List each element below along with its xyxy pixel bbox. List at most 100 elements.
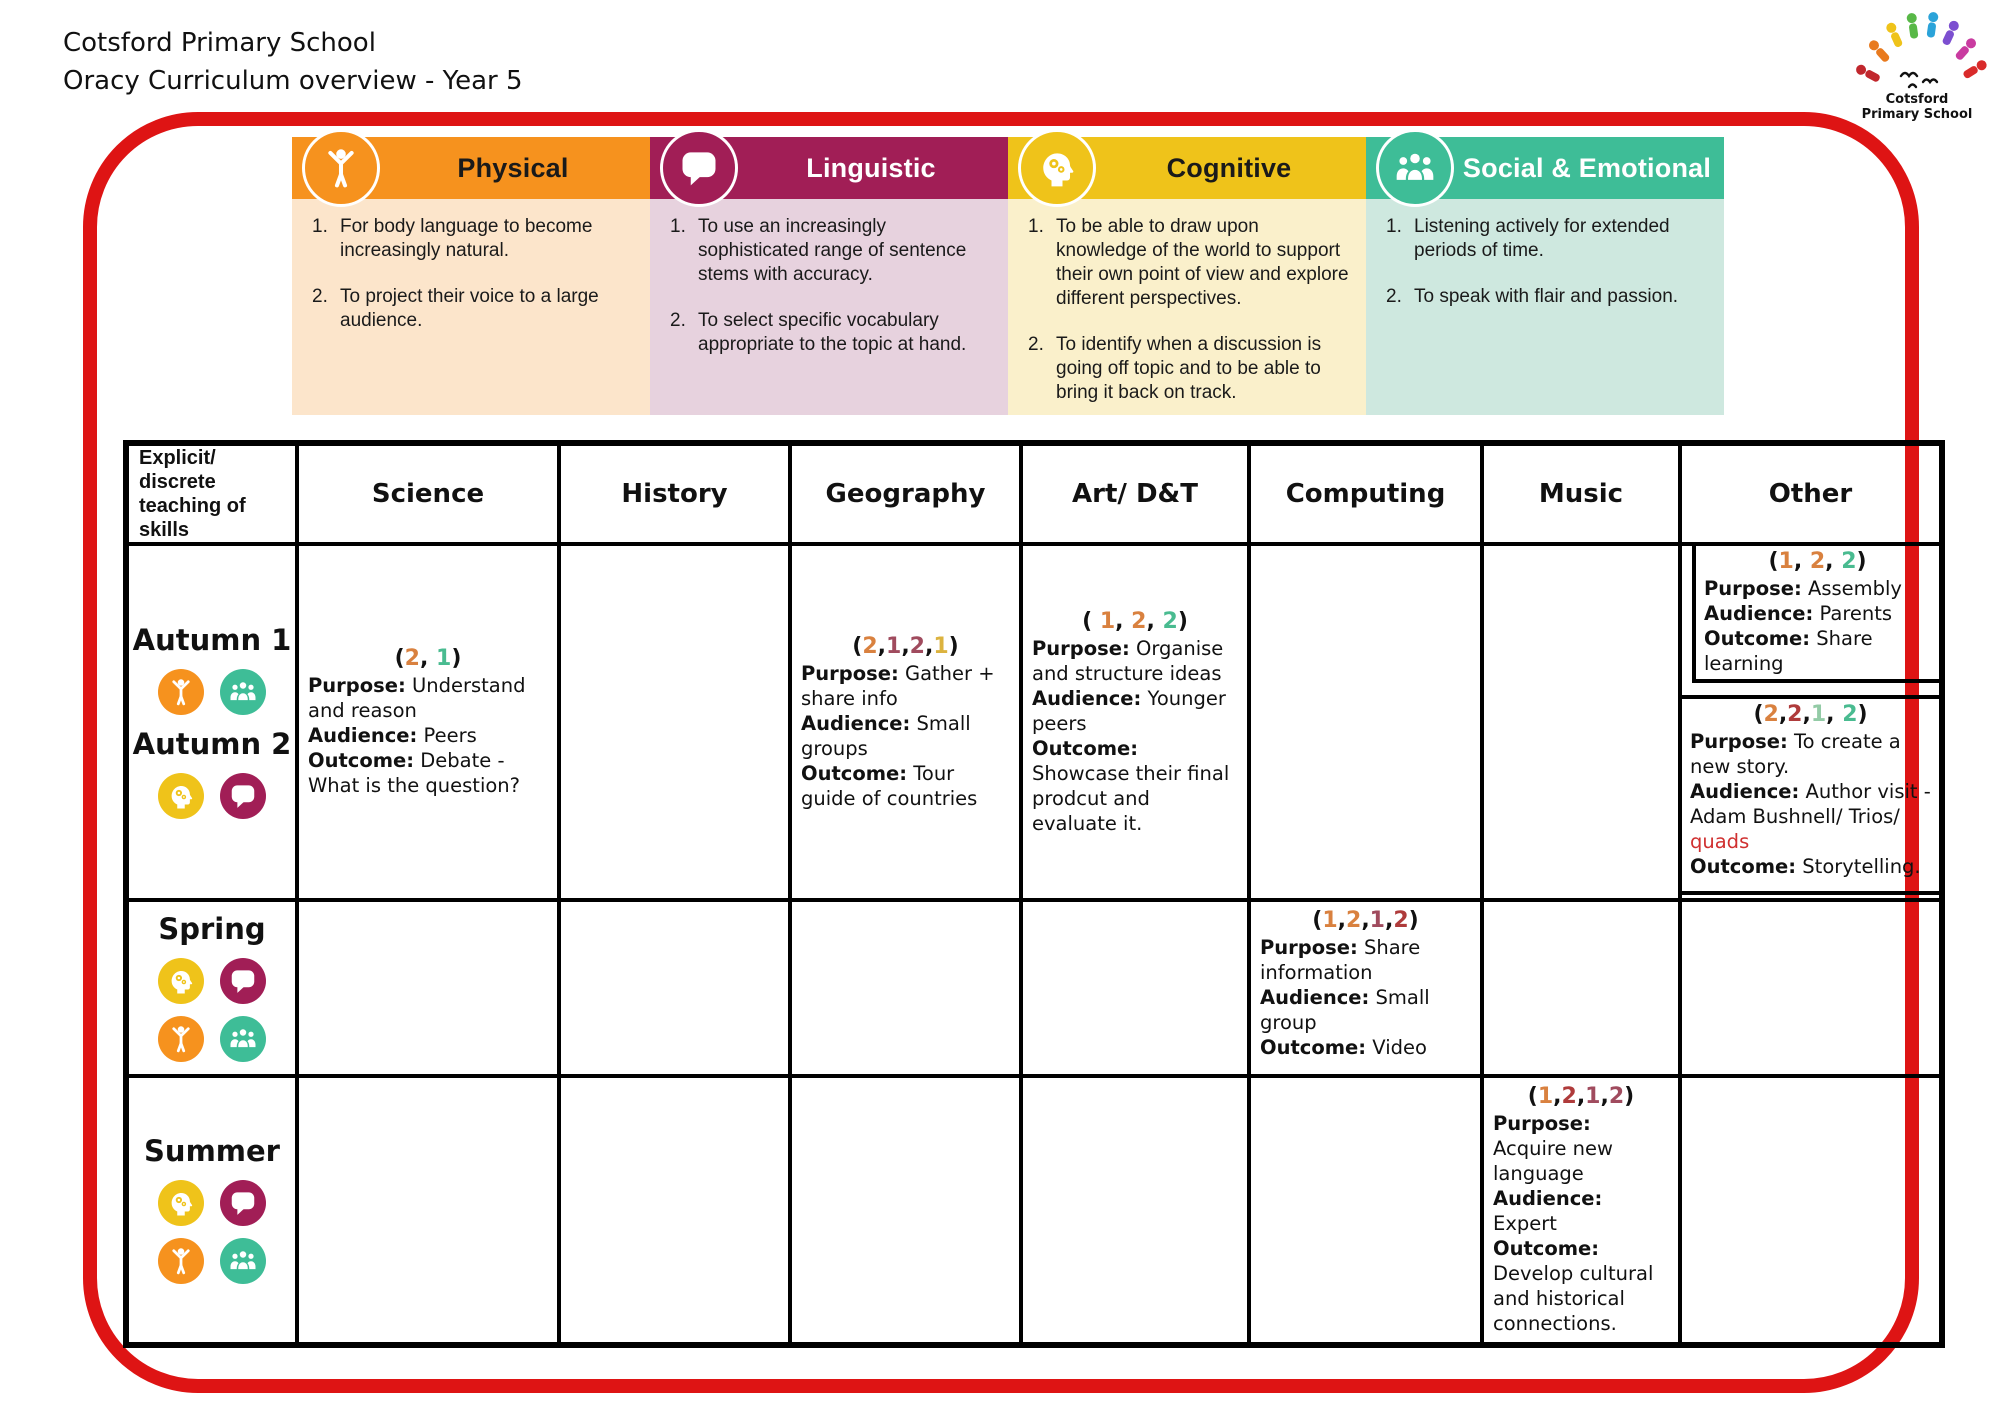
strand-objective: 1. For body language to become increasing… [304,215,634,263]
strand-header-cognitive: Cognitive [1008,129,1366,207]
text-segment: , [1826,702,1843,727]
text-segment: 1 [1537,1084,1554,1109]
strand-panels: Physical 1. For body language to become in… [292,129,1724,415]
cell-entry: Audience: Author visit - Adam Bushnell/ … [1690,779,1931,854]
text-segment: Audience: [1493,1187,1603,1210]
cell-entry: Audience: Expert [1493,1186,1669,1236]
text-segment: 2 [1561,1084,1577,1109]
column-header-history: History [557,441,792,546]
text-segment: , [419,646,437,671]
cell-autumn-other: (1, 2, 2) Purpose: Assembly Audience: Pare… [1678,542,1944,902]
person-arms-raised-icon [302,129,380,207]
text-segment: , [1146,608,1163,634]
text-segment: 1 [1585,1084,1601,1109]
row-summer: Summer (1,2,1,2) Purpose: Acquire new lang… [124,1074,1944,1347]
objective-text: To identify when a discussion is going o… [1056,334,1322,403]
cell-entry: Audience: Younger peers [1032,686,1238,736]
text-segment: 2 [1787,702,1803,727]
objective-text: To select specific vocabulary appropriat… [698,310,967,355]
text-segment: 1 [933,633,949,659]
text-segment: Assembly [1801,577,1902,600]
text-segment: Purpose: [1690,730,1788,753]
strand-objective: 2. To select specific vocabulary appropri… [662,309,992,357]
speech-bubble-icon [660,129,738,207]
text-segment: Small groups [801,711,971,760]
row-autumn: Autumn 1 Autumn 2 (2, 1) Purpose: Understan… [124,542,1944,902]
text-segment: ( [1753,702,1764,727]
school-name: Cotsford Primary School [63,28,376,58]
linguistic-icon [220,773,266,819]
head-gears-icon [1018,129,1096,207]
other-box-1: (1, 2, 2) Purpose: Assembly Audience: Pare… [1692,546,1939,683]
cell-entry: Outcome: Develop cultural and historical… [1493,1236,1669,1336]
text-segment: Outcome: [1690,855,1797,878]
text-segment: Debate - What is the question? [308,749,521,797]
text-segment: quads [1690,830,1750,853]
text-segment: , [1115,608,1132,634]
cell-spring-science [295,898,561,1078]
social-icon [220,1238,266,1284]
text-segment: , [877,633,886,659]
text-segment: 1 [436,646,452,671]
strand-code: (1,2,1,2) [1260,908,1471,933]
text-segment: Gather + share info [801,661,995,710]
text-segment: ) [1856,549,1867,574]
strand-objectives: 1. To be able to draw upon knowledge of t… [1008,199,1366,415]
text-segment: , [1802,702,1811,727]
page-subtitle: Oracy Curriculum overview - Year 5 [63,66,523,96]
objective-number: 2. [312,286,328,307]
text-segment: ) [1857,702,1868,727]
text-segment: 1 [1099,608,1116,634]
cell-summer-music: (1,2,1,2) Purpose: Acquire new language Au… [1480,1074,1682,1347]
physical-icon [158,1016,204,1062]
text-segment: , [924,633,934,659]
text-segment: 2 [1393,908,1409,933]
corner-header: Explicit/ discrete teaching of skills [124,441,299,546]
text-segment: 1 [1369,908,1385,933]
objective-text: To be able to draw upon knowledge of the… [1056,216,1349,309]
cell-entry: Purpose: Organise and structure ideas [1032,636,1238,686]
text-segment: Audience: [308,724,418,747]
cell-autumn-computing [1247,542,1484,902]
objective-text: To use an increasingly sophisticated ran… [698,216,967,285]
text-segment: ) [948,633,959,659]
strand-objective: 1. To be able to draw upon knowledge of t… [1020,215,1350,311]
objective-text: To speak with flair and passion. [1414,286,1679,307]
social-icon [220,1016,266,1062]
text-segment: Parents [1813,602,1893,625]
strand-code: (1,2,1,2) [1493,1084,1669,1109]
column-header-art_dt: Art/ D&T [1019,441,1251,546]
school-logo: Cotsford Primary School [1836,10,1998,122]
season-label: Summer [144,1134,280,1168]
strand-objective: 2. To identify when a discussion is going… [1020,333,1350,405]
text-segment: Outcome: [1493,1237,1600,1260]
season-icon-row [129,669,295,715]
cell-entry: Outcome: Showcase their final prodcut an… [1032,736,1238,836]
text-segment: , [1337,908,1346,933]
cell-summer-history [557,1074,792,1347]
cell-summer-geography [788,1074,1023,1347]
season-group: Autumn 1 [129,623,295,715]
text-segment: , [1778,702,1788,727]
strand-header-linguistic: Linguistic [650,129,1008,207]
text-segment: 2 [1809,549,1826,574]
column-header-geography: Geography [788,441,1023,546]
text-segment: Peers [417,724,477,747]
cell-entry: Outcome: Tour guide of countries [801,761,1010,811]
cell-autumn-art_dt: ( 1, 2, 2) Purpose: Organise and structur… [1019,542,1251,902]
cell-summer-art_dt [1019,1074,1251,1347]
cell-autumn-geography: (2,1,2,1) Purpose: Gather + share info Aud… [788,542,1023,902]
cell-entry: Outcome: Storytelling. [1690,854,1931,879]
text-segment: ) [451,646,462,671]
cell-spring-computing: (1,2,1,2) Purpose: Share information Audie… [1247,898,1484,1078]
season-label: Spring [158,912,266,946]
column-header-other: Other [1678,441,1944,546]
skills-table: Explicit/ discrete teaching of skills Sci… [123,440,1945,1348]
cell-entry: Purpose: Share information [1260,935,1471,985]
strand-objective: 1. Listening actively for extended period… [1378,215,1708,263]
objective-text: To project their voice to a large audien… [340,286,599,331]
cell-spring-art_dt [1019,898,1251,1078]
text-segment: ) [1177,608,1188,634]
strand-objective: 2. To project their voice to a large audi… [304,285,634,333]
